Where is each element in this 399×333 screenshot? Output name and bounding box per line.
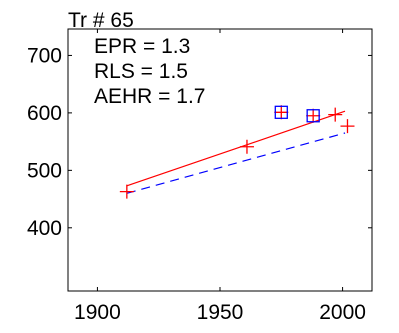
- plus-marker: [328, 107, 343, 122]
- plot-area: [67, 28, 373, 292]
- plus-marker: [306, 108, 321, 123]
- x-tick-label: 2000: [319, 301, 366, 324]
- square-marker: [306, 109, 320, 123]
- x-tick-label: 1950: [197, 301, 244, 324]
- y-tick-label: 400: [27, 217, 62, 240]
- y-tick-label: 500: [27, 159, 62, 182]
- fit-line-dashed: [126, 132, 346, 194]
- annotation-aehr: AEHR = 1.7: [94, 85, 205, 108]
- plus-marker: [239, 139, 254, 154]
- plus-marker: [274, 105, 289, 120]
- y-tick-label: 700: [27, 44, 62, 67]
- plus-marker: [340, 119, 355, 134]
- fit-line-solid: [126, 110, 346, 187]
- annotation-rls: RLS = 1.5: [94, 60, 188, 83]
- chart-title: Tr # 65: [68, 9, 134, 32]
- x-tick-label: 1900: [74, 301, 121, 324]
- square-marker: [274, 105, 288, 119]
- annotation-epr: EPR = 1.3: [94, 35, 190, 58]
- y-tick-label: 600: [27, 102, 62, 125]
- plus-marker: [119, 184, 134, 199]
